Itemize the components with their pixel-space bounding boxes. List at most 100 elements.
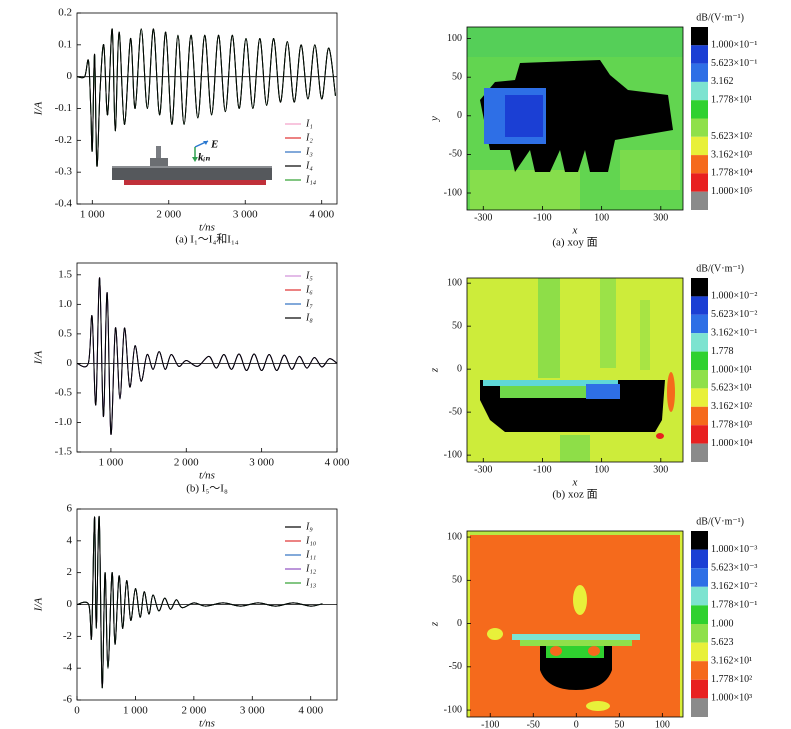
- x-tick-label: 1 000: [80, 209, 105, 221]
- field-map-yoz: [467, 531, 683, 717]
- colorbar-band: [691, 173, 708, 192]
- field-region: [656, 433, 664, 439]
- y-tick-label: 0: [67, 357, 73, 369]
- caption: (a) xoy 面: [552, 237, 597, 249]
- k-arrow-head: [192, 157, 198, 162]
- x-tick-label: -100: [533, 212, 551, 223]
- colorbar-band: [691, 155, 708, 174]
- colorbar-band: [691, 549, 708, 569]
- field-region: [586, 384, 620, 399]
- field-region: [467, 27, 683, 57]
- colorbar-label: 1.000×10⁻²: [711, 291, 757, 302]
- colorbar-band: [691, 351, 708, 370]
- x-tick-label: 4 000: [298, 705, 323, 717]
- y-tick-label: -0.3: [55, 166, 73, 178]
- colorbar-band: [691, 370, 708, 389]
- y-tick-label: 50: [452, 71, 462, 82]
- annotation: E: [210, 139, 218, 151]
- x-axis-label: t/ns: [199, 718, 215, 729]
- colorbar-label: 3.162×10³: [711, 149, 752, 160]
- caption: (b) I₅～I₈: [186, 483, 228, 495]
- field-map-xoy: [467, 27, 683, 210]
- x-tick-label: 0: [574, 719, 579, 729]
- ship-inset: [112, 140, 272, 185]
- field-region: [538, 278, 560, 378]
- field-region: [500, 386, 586, 398]
- field-background: [467, 278, 683, 462]
- x-tick-label: 50: [614, 719, 624, 729]
- colorbar-label: 3.162×10⁻²: [711, 581, 757, 592]
- y-axis-label: y: [429, 116, 441, 122]
- y-tick-label: 0.5: [58, 327, 72, 339]
- colorbar-label: 1.000: [711, 618, 734, 629]
- legend-label: I₁₂: [305, 563, 317, 574]
- y-tick-label: 100: [447, 33, 462, 44]
- y-axis-label: I/A: [33, 351, 45, 366]
- field-region: [560, 435, 590, 462]
- colorbar-label: 1.000×10¹: [711, 364, 752, 375]
- field-region: [588, 646, 600, 656]
- x-tick-label: 100: [655, 719, 670, 729]
- colorbar-band: [691, 333, 708, 352]
- field-region: [505, 95, 543, 137]
- y-tick-label: -0.2: [55, 134, 72, 146]
- x-tick-label: 3 000: [240, 705, 265, 717]
- y-tick-label: 0: [67, 70, 73, 82]
- colorbar-band: [691, 278, 708, 297]
- colorbar-band: [691, 27, 708, 46]
- y-tick-label: 6: [67, 503, 73, 515]
- colorbar-label: 5.623×10⁻³: [711, 562, 757, 573]
- colorbar-title: dB/(V·m⁻¹): [696, 516, 744, 527]
- colorbar-label: 5.623: [711, 637, 734, 648]
- x-tick-label: -100: [481, 719, 499, 729]
- y-tick-label: -0.5: [55, 386, 73, 398]
- y-axis-label: I/A: [33, 102, 45, 117]
- y-tick-label: 0.2: [58, 7, 72, 19]
- y-tick-label: 1.5: [58, 268, 72, 280]
- y-tick-label: -1.5: [55, 446, 73, 458]
- colorbar-band: [691, 425, 708, 444]
- colorbar-band: [691, 531, 708, 550]
- colorbar-title: dB/(V·m⁻¹): [696, 263, 744, 274]
- annotation: kᵢₙ: [198, 152, 210, 164]
- plot-frame: [76, 262, 338, 453]
- ship-mast: [156, 146, 161, 158]
- x-tick-label: 3 000: [233, 209, 258, 221]
- colorbar-band: [691, 81, 708, 101]
- ship-hull: [112, 168, 272, 180]
- legend-label: I₁₁: [305, 549, 316, 560]
- legend-label: I₁₄: [305, 174, 317, 185]
- legend-label: I₆: [305, 284, 313, 295]
- x-axis-label: t/ns: [199, 222, 215, 234]
- colorbar-label: 1.778×10⁻¹: [711, 600, 757, 611]
- colorbar-label: 1.778×10²: [711, 674, 752, 685]
- y-tick-label: 1.0: [58, 298, 72, 310]
- field-region: [550, 646, 562, 656]
- y-tick-label: 0: [457, 363, 462, 374]
- x-tick-label: -100: [533, 464, 551, 475]
- colorbar-band: [691, 100, 708, 119]
- plot-frame: [76, 508, 338, 701]
- x-tick-label: -300: [474, 212, 492, 223]
- x-tick-label: -300: [474, 464, 492, 475]
- y-axis-label: I/A: [33, 598, 45, 613]
- field-region: [680, 531, 683, 717]
- y-tick-label: -0.4: [55, 198, 73, 210]
- colorbar-label: 5.623×10⁻²: [711, 309, 757, 320]
- legend-label: I₈: [305, 312, 313, 323]
- colorbar-band: [691, 314, 708, 334]
- y-tick-label: -100: [444, 187, 462, 198]
- y-axis-label: z: [429, 367, 441, 373]
- legend-label: I₃: [305, 146, 313, 157]
- colorbar-label: 1.000×10⁻³: [711, 544, 757, 555]
- colorbar-band: [691, 118, 708, 137]
- colorbar-band: [691, 63, 708, 82]
- colorbar-band: [691, 661, 708, 680]
- y-tick-label: -100: [444, 704, 462, 715]
- colorbar-band: [691, 388, 708, 407]
- field-region: [520, 640, 632, 646]
- colorbar-title: dB/(V·m⁻¹): [696, 12, 744, 23]
- y-tick-label: -2: [63, 630, 72, 642]
- y-axis-label: z: [429, 621, 441, 627]
- field-region: [600, 278, 616, 368]
